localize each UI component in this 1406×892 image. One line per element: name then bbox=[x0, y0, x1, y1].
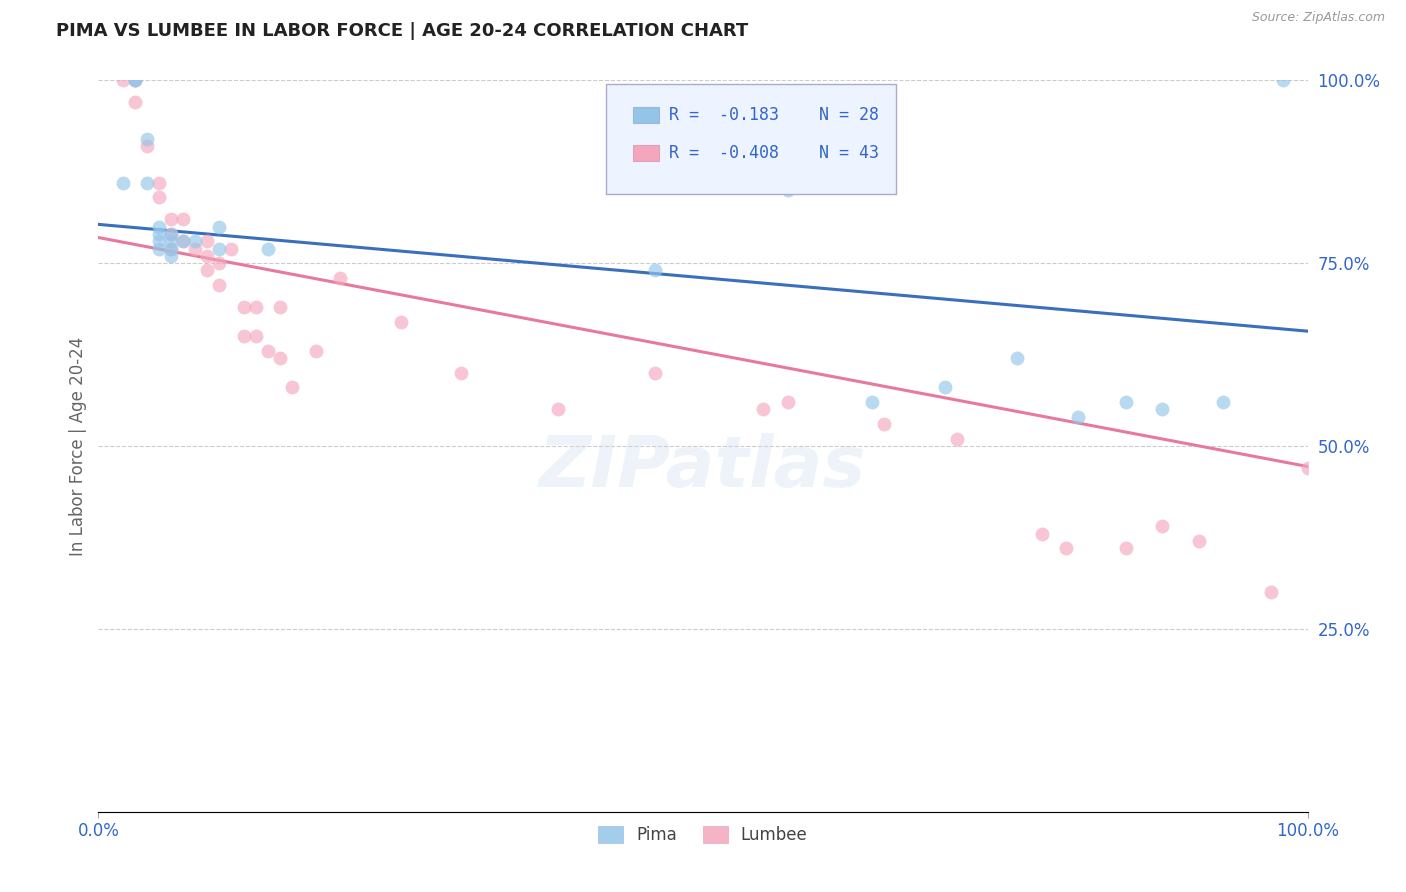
Text: Source: ZipAtlas.com: Source: ZipAtlas.com bbox=[1251, 11, 1385, 24]
Point bbox=[195, 249, 218, 263]
Point bbox=[160, 242, 183, 256]
Point bbox=[135, 176, 157, 190]
Point bbox=[184, 234, 207, 248]
Point bbox=[1007, 351, 1029, 366]
Point bbox=[172, 234, 194, 248]
Point bbox=[1188, 534, 1211, 549]
Point bbox=[160, 227, 183, 241]
Point bbox=[208, 219, 231, 234]
Point bbox=[1296, 461, 1319, 475]
Point bbox=[389, 315, 412, 329]
Point bbox=[860, 395, 883, 409]
Point bbox=[160, 234, 183, 248]
Point bbox=[111, 73, 134, 87]
Point bbox=[305, 343, 328, 358]
Point bbox=[148, 227, 170, 241]
Point bbox=[245, 329, 267, 343]
Point bbox=[124, 73, 146, 87]
Point bbox=[208, 278, 231, 293]
Point bbox=[644, 366, 666, 380]
Point bbox=[946, 432, 969, 446]
Point bbox=[1054, 541, 1077, 556]
Point bbox=[1260, 585, 1282, 599]
Point bbox=[776, 183, 799, 197]
Point bbox=[329, 270, 352, 285]
Point bbox=[148, 219, 170, 234]
Point bbox=[160, 227, 183, 241]
Point bbox=[208, 242, 231, 256]
Point bbox=[547, 402, 569, 417]
Legend: Pima, Lumbee: Pima, Lumbee bbox=[592, 820, 814, 851]
Point bbox=[1031, 526, 1053, 541]
Point bbox=[172, 234, 194, 248]
Point bbox=[450, 366, 472, 380]
Point bbox=[221, 242, 243, 256]
Point bbox=[1152, 519, 1174, 533]
Text: ZIPatlas: ZIPatlas bbox=[540, 434, 866, 502]
Point bbox=[135, 139, 157, 153]
Point bbox=[934, 380, 956, 394]
Point bbox=[873, 417, 896, 431]
Point bbox=[148, 242, 170, 256]
Point bbox=[1272, 73, 1295, 87]
Point bbox=[172, 212, 194, 227]
Point bbox=[160, 242, 183, 256]
Point bbox=[208, 256, 231, 270]
Point bbox=[148, 190, 170, 204]
Point bbox=[245, 300, 267, 314]
Point bbox=[195, 234, 218, 248]
Point bbox=[281, 380, 304, 394]
Point bbox=[124, 95, 146, 110]
FancyBboxPatch shape bbox=[606, 84, 897, 194]
Point bbox=[1115, 395, 1137, 409]
Point bbox=[232, 300, 254, 314]
Point bbox=[124, 73, 146, 87]
Point bbox=[1152, 402, 1174, 417]
Point bbox=[160, 212, 183, 227]
Point bbox=[752, 402, 775, 417]
Point bbox=[269, 351, 291, 366]
Point bbox=[148, 234, 170, 248]
Point bbox=[256, 343, 278, 358]
Point bbox=[124, 73, 146, 87]
Point bbox=[1115, 541, 1137, 556]
Bar bbox=[633, 145, 659, 161]
Point bbox=[160, 249, 183, 263]
Point bbox=[1067, 409, 1090, 424]
Point bbox=[111, 176, 134, 190]
Point bbox=[135, 132, 157, 146]
Point bbox=[1212, 395, 1234, 409]
Point bbox=[256, 242, 278, 256]
Text: R =  -0.408    N = 43: R = -0.408 N = 43 bbox=[669, 145, 879, 162]
Point bbox=[269, 300, 291, 314]
Bar bbox=[633, 107, 659, 123]
Point bbox=[232, 329, 254, 343]
Text: R =  -0.183    N = 28: R = -0.183 N = 28 bbox=[669, 106, 879, 124]
Text: PIMA VS LUMBEE IN LABOR FORCE | AGE 20-24 CORRELATION CHART: PIMA VS LUMBEE IN LABOR FORCE | AGE 20-2… bbox=[56, 22, 748, 40]
Point bbox=[776, 395, 799, 409]
Point bbox=[644, 263, 666, 277]
Point bbox=[184, 242, 207, 256]
Point bbox=[148, 176, 170, 190]
Point bbox=[195, 263, 218, 277]
Y-axis label: In Labor Force | Age 20-24: In Labor Force | Age 20-24 bbox=[69, 336, 87, 556]
